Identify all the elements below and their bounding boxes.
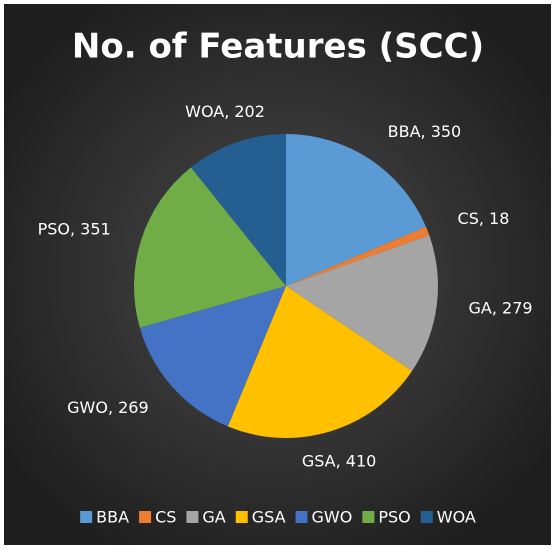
pie-slice <box>286 226 430 286</box>
chart-title: No. of Features (SCC) <box>72 27 484 67</box>
legend-swatch <box>235 511 248 523</box>
legend-label: GSA <box>252 508 286 527</box>
pie-slice <box>227 286 413 438</box>
pie-slice <box>134 167 286 328</box>
legend-swatch <box>139 511 152 523</box>
data-label: GA, 279 <box>469 299 533 318</box>
data-label: CS, 18 <box>458 209 510 228</box>
pie-slice <box>139 286 286 427</box>
pie-slice <box>190 134 286 286</box>
legend-swatch <box>80 511 93 523</box>
data-label: BBA, 350 <box>388 122 462 141</box>
legend-swatch <box>186 511 199 523</box>
data-label: PSO, 351 <box>38 220 111 239</box>
legend-swatch <box>362 511 375 523</box>
legend-label: WOA <box>437 508 476 527</box>
legend-label: CS <box>155 508 176 527</box>
legend-label: GWO <box>312 508 353 527</box>
legend-swatch <box>420 511 433 523</box>
data-label: GWO, 269 <box>67 398 149 417</box>
legend-label: PSO <box>378 508 410 527</box>
pie-slice <box>286 134 426 286</box>
legend-swatch <box>295 511 308 523</box>
legend-label: BBA <box>96 508 129 527</box>
data-label: GSA, 410 <box>302 452 377 471</box>
data-label: WOA, 202 <box>185 102 265 121</box>
legend-label: GA <box>202 508 225 527</box>
pie-slice <box>286 235 438 371</box>
